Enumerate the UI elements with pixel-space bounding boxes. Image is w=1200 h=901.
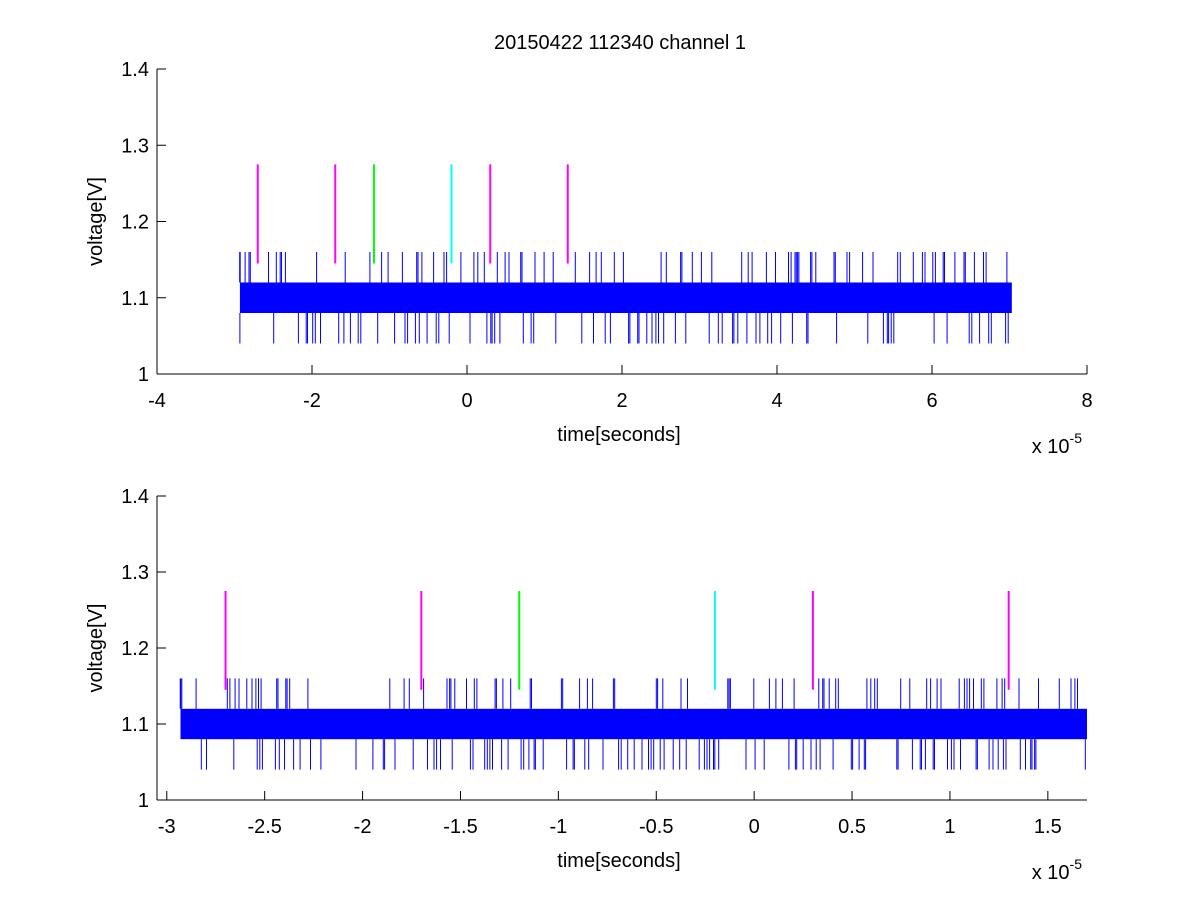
bottom-x-tick-label: -0.5 — [639, 816, 673, 838]
top-x-exponent-base: x 10 — [1032, 436, 1070, 458]
top-x-exponent-label: x 10-5 — [1032, 430, 1082, 458]
top-subplot: -4 -2 0 2 4 6 8 1 1.1 1.2 1.3 1.4 time[seconds] vol… — [85, 59, 1093, 458]
bottom-y-tick-label: 1.1 — [121, 714, 149, 736]
bottom-x-exponent-base: x 10 — [1032, 862, 1070, 884]
top-x-tick-label: 2 — [616, 390, 627, 412]
top-y-tick-label: 1.1 — [121, 288, 149, 310]
top-ticks: -4 -2 0 2 4 6 8 1 1.1 1.2 1.3 1.4 — [121, 59, 1092, 412]
bottom-x-tick-label: -1 — [549, 816, 567, 838]
top-y-tick-label: 1 — [138, 364, 149, 386]
top-y-tick-label: 1.4 — [121, 59, 149, 81]
top-event-markers — [256, 164, 569, 264]
top-y-tick-label: 1.2 — [121, 212, 149, 234]
top-x-tick-label: 8 — [1081, 390, 1092, 412]
bottom-event-markers — [224, 591, 1010, 690]
top-y-tick-label: 1.3 — [121, 135, 149, 157]
figure-title: 20150422 112340 channel 1 — [494, 32, 746, 54]
top-x-axis-label: time[seconds] — [557, 424, 680, 446]
bottom-y-tick-label: 1 — [138, 790, 149, 812]
bottom-x-exponent-label: x 10-5 — [1032, 856, 1082, 884]
top-signal-spikes — [239, 252, 1009, 344]
top-x-tick-label: 4 — [771, 390, 782, 412]
top-x-tick-label: -4 — [148, 390, 166, 412]
bottom-subplot: -3 -2.5 -2 -1.5 -1 -0.5 0 0.5 1 1.511.11.21.31.4 … — [85, 486, 1087, 884]
top-x-exponent-power: -5 — [1070, 430, 1083, 446]
bottom-x-tick-label: -2 — [354, 816, 372, 838]
bottom-signal-trace — [179, 678, 1087, 770]
top-signal-band — [239, 282, 1012, 313]
top-signal-trace — [239, 252, 1012, 344]
bottom-y-tick-label: 1.2 — [121, 638, 149, 660]
bottom-signal-band — [180, 708, 1087, 740]
bottom-ticks: -3 -2.5 -2 -1.5 -1 -0.5 0 0.5 1 1.5 1 1.1 1.2 1.3 1.4 — [121, 486, 1087, 838]
bottom-y-tick-label: 1.4 — [121, 486, 149, 508]
bottom-x-tick-label: -1.5 — [443, 816, 477, 838]
bottom-x-axis-label: time[seconds] — [557, 850, 680, 872]
bottom-x-tick-label: -3 — [158, 816, 176, 838]
top-x-tick-label: 0 — [461, 390, 472, 412]
bottom-x-tick-label: 0 — [749, 816, 760, 838]
bottom-x-tick-label: 0.5 — [838, 816, 866, 838]
top-y-axis-label: voltage[V] — [85, 177, 107, 266]
top-x-tick-label: 6 — [926, 390, 937, 412]
bottom-signal-spikes — [181, 678, 1086, 770]
bottom-x-tick-label: 1 — [944, 816, 955, 838]
bottom-x-tick-label: 1.5 — [1034, 816, 1062, 838]
top-x-tick-label: -2 — [303, 390, 321, 412]
bottom-y-tick-label: 1.3 — [121, 562, 149, 584]
bottom-x-exponent-power: -5 — [1070, 856, 1083, 872]
bottom-x-tick-label: -2.5 — [247, 816, 281, 838]
bottom-y-axis-label: voltage[V] — [85, 604, 107, 693]
